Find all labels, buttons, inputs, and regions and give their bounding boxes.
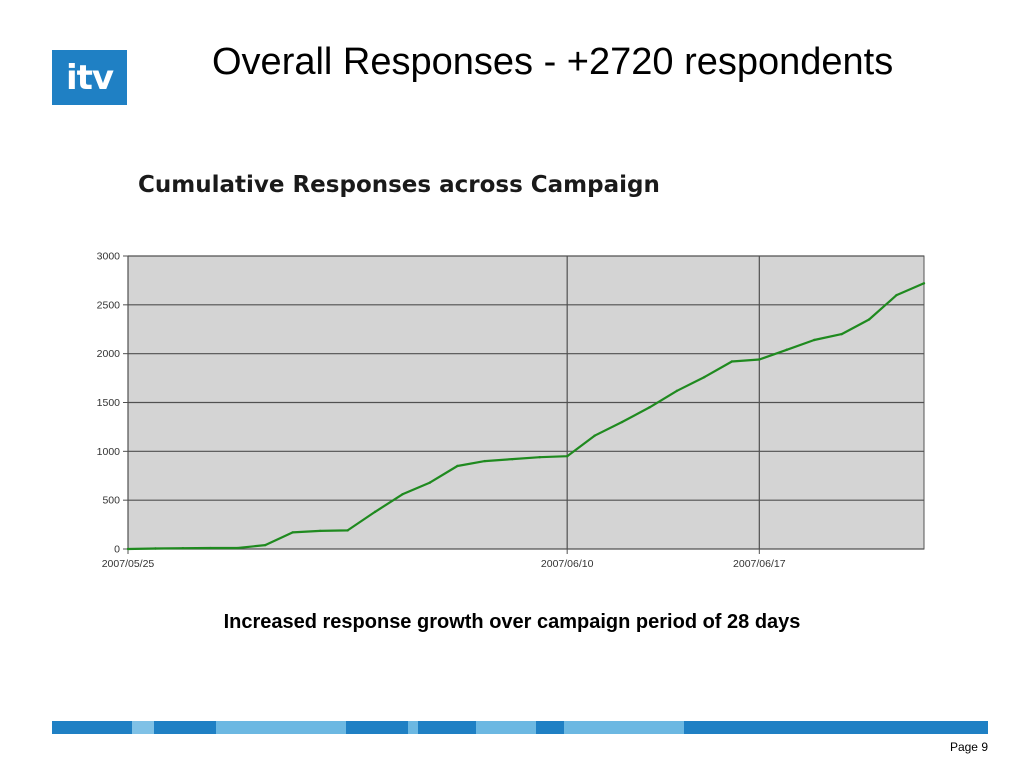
footer-segment [564,721,684,734]
footer-segment [476,721,536,734]
y-tick-label: 500 [102,495,120,507]
logo-text: itv [65,57,114,98]
data-point [291,531,294,534]
footer-segment [684,721,864,734]
y-tick-label: 0 [114,544,120,556]
data-point [703,375,706,379]
data-point [236,546,239,550]
chart-title: Cumulative Responses across Campaign [138,172,660,198]
data-point [648,406,651,409]
x-tick-label: 2007/05/25 [102,558,155,570]
data-point [565,455,569,458]
data-point [511,457,514,461]
footer-stripe [52,721,988,734]
footer-segment [52,721,132,734]
data-point [209,546,212,550]
y-tick-label: 2000 [97,348,121,360]
data-point [730,360,734,363]
data-point [181,547,185,550]
data-point [318,529,322,533]
data-point [593,434,596,437]
x-tick-label: 2007/06/10 [541,558,594,570]
data-point [840,332,843,336]
footer-segment [418,721,476,734]
data-point [867,318,871,321]
data-point [126,547,130,551]
data-point [428,481,432,484]
x-tick-label: 2007/06/17 [733,558,786,570]
data-point [922,282,926,285]
data-point [785,348,788,351]
chart-caption: Increased response growth over campaign … [223,611,801,633]
footer-segment [408,721,418,734]
footer-segment [154,721,216,734]
data-point [483,459,487,463]
itv-logo: itv [52,50,127,105]
slide-title: Overall Responses - +2720 respondents [212,41,894,83]
footer-segment [864,721,988,734]
data-point [346,529,349,532]
data-point [401,493,404,496]
data-point [264,543,267,547]
data-point [620,420,624,424]
footer-segment [132,721,154,734]
line-chart: 0 500 1000 1500 2000 2500 3000 2007/05/25 2007/0… [97,251,1006,571]
footer-segment [216,721,346,734]
data-point [675,389,679,392]
chart-container: 0 500 1000 1500 2000 2500 3000 2007/05/25 2007/0… [66,236,1006,576]
data-point [758,358,761,361]
footer-segment [346,721,408,734]
data-point [813,338,816,342]
y-tick-label: 2500 [97,299,121,311]
series-line [127,282,925,551]
y-tick-label: 1500 [97,397,121,409]
data-point [456,464,459,468]
data-point [895,293,898,297]
y-tick-label: 1000 [97,446,121,458]
data-point [538,455,541,459]
page-number: Page 9 [949,740,988,754]
data-point [373,510,377,514]
data-point [154,547,157,550]
y-tick-label: 3000 [97,251,121,263]
footer-segment [536,721,564,734]
